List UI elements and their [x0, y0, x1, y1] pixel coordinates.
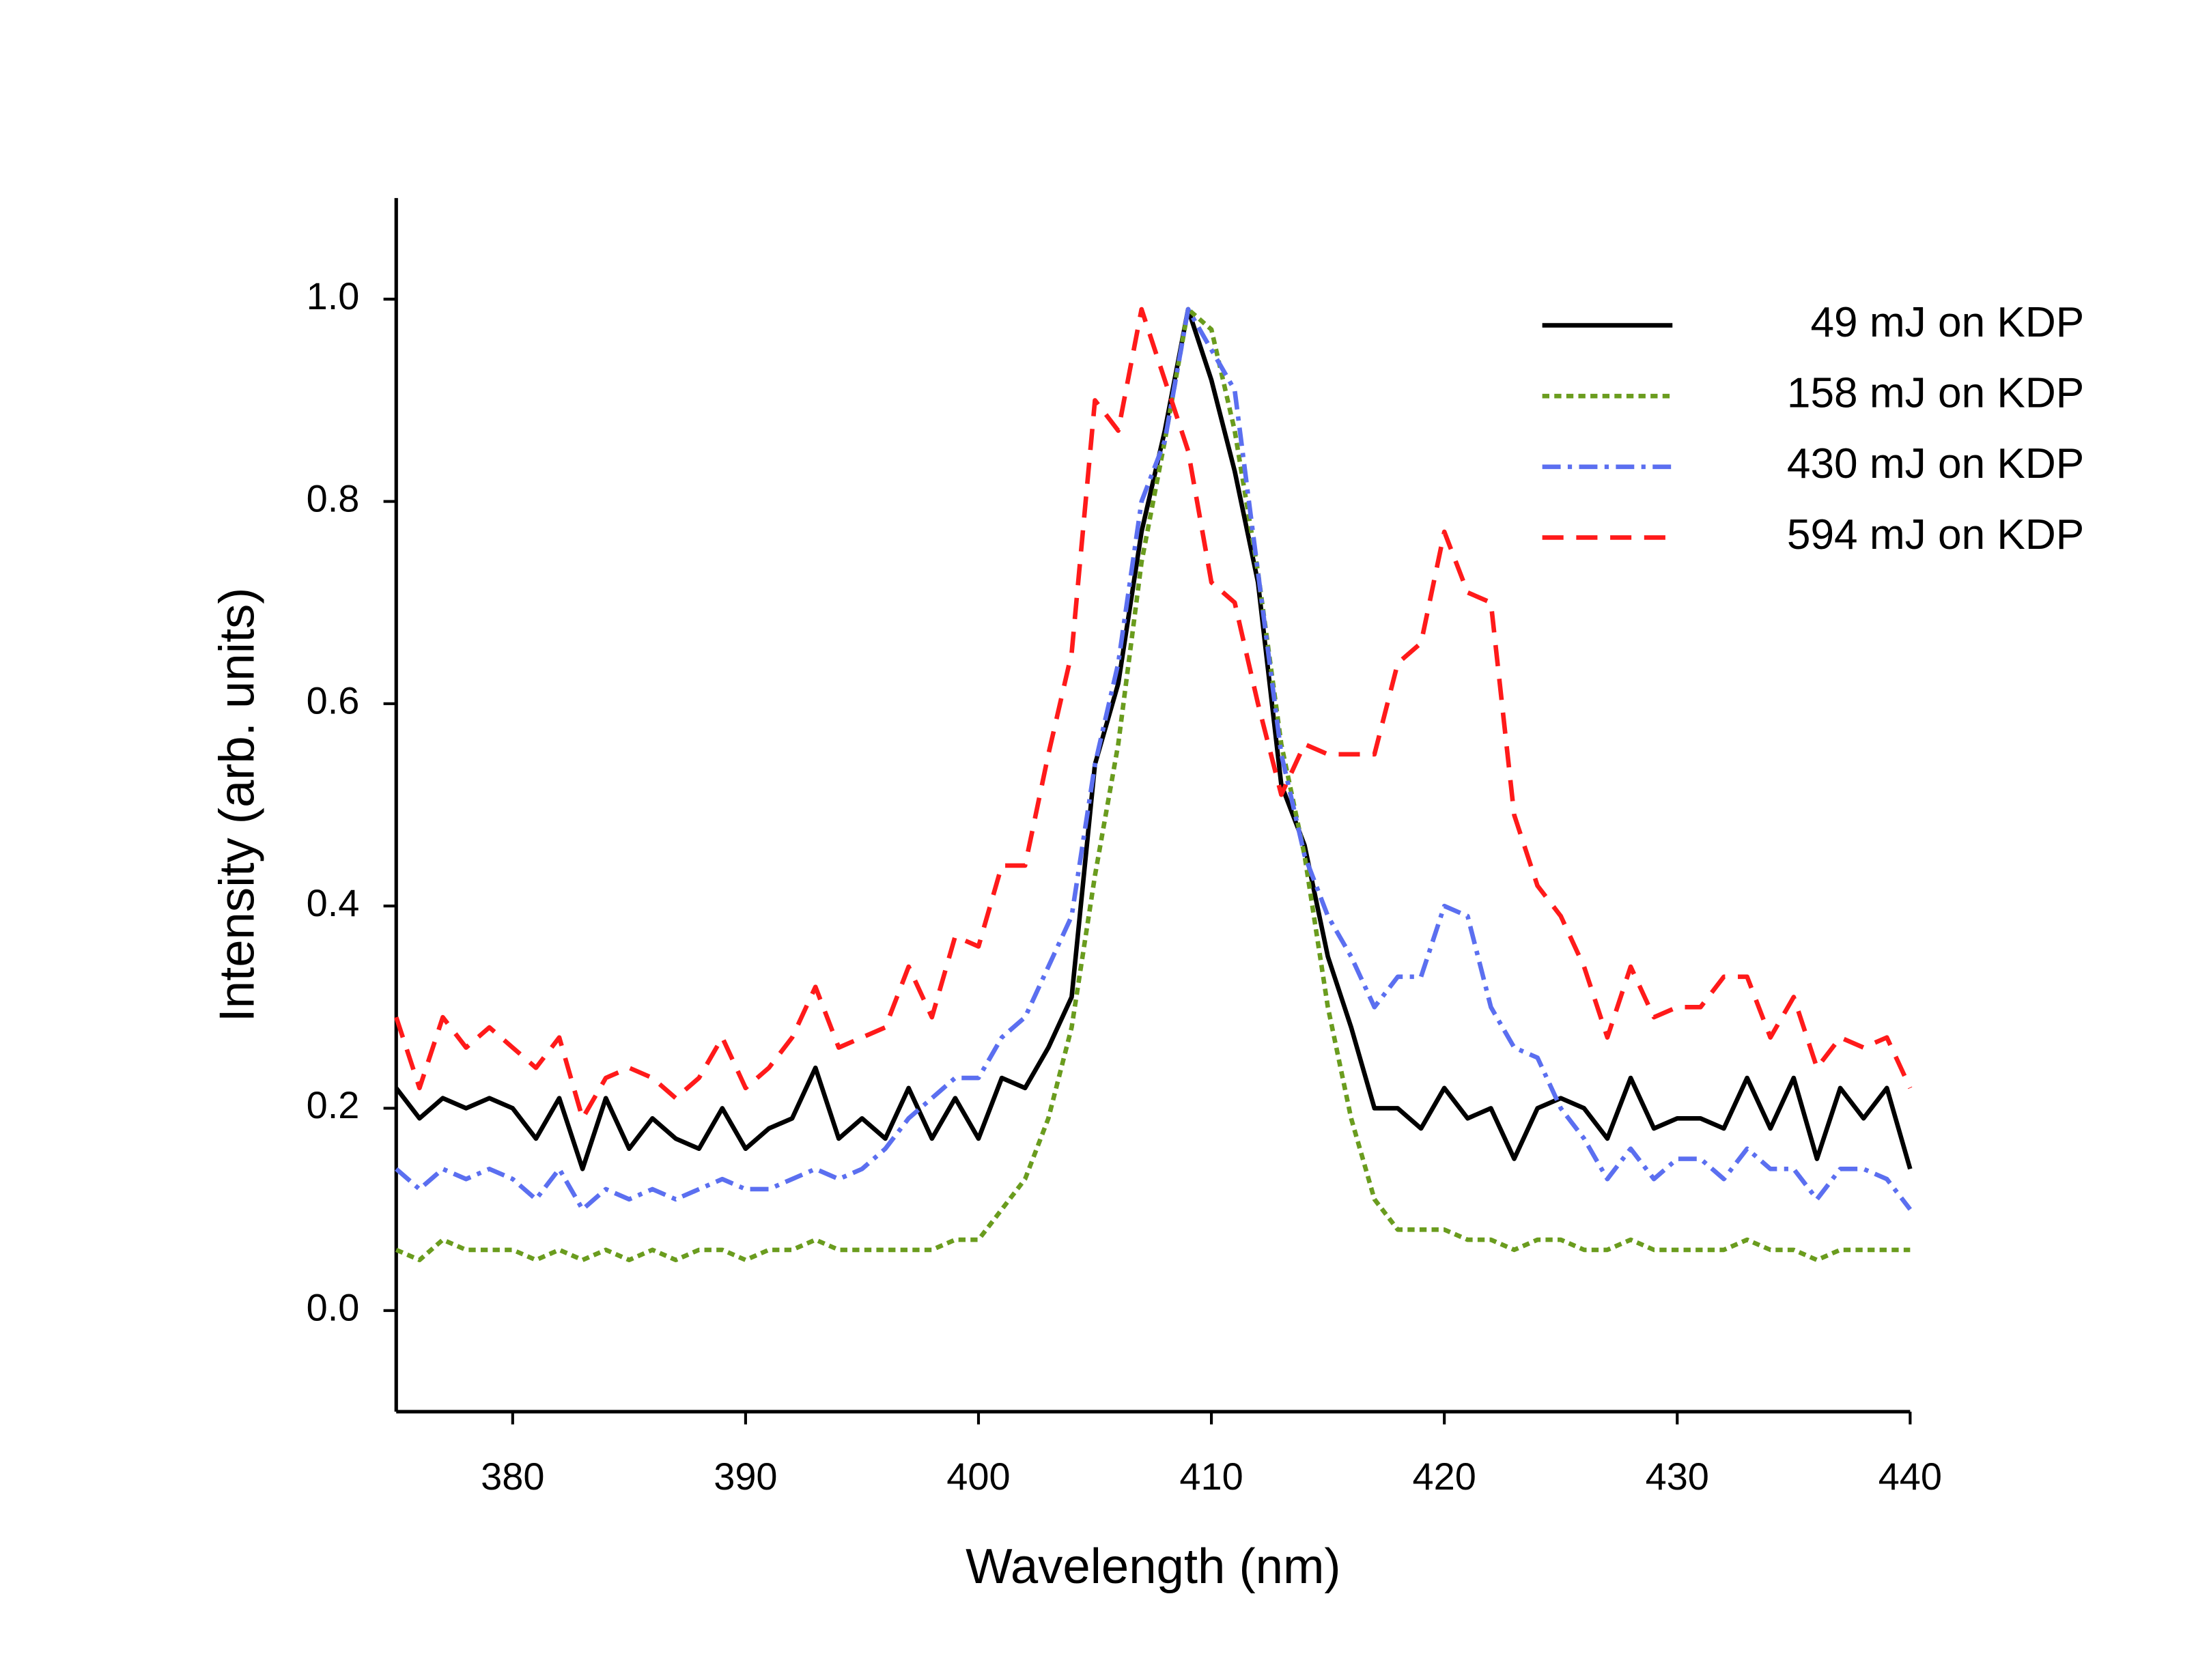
x-tick-label: 420: [1413, 1455, 1476, 1498]
series-line: [394, 307, 1913, 1171]
x-axis-title: Wavelength (nm): [966, 1539, 1340, 1594]
y-tick-label: 1.0: [307, 274, 360, 317]
legend-label: 430 mJ on KDP: [1787, 440, 2084, 487]
y-tick-label: 0.4: [307, 881, 360, 924]
series-line: [394, 307, 1913, 1121]
legend-label: 594 mJ on KDP: [1787, 511, 2084, 558]
series-line: [395, 307, 1911, 1263]
y-tick-label: 0.8: [307, 476, 360, 519]
x-tick-label: 410: [1179, 1455, 1243, 1498]
x-tick-label: 400: [946, 1455, 1010, 1498]
series-line: [395, 307, 1912, 1212]
y-tick-label: 0.0: [307, 1286, 360, 1329]
x-tick-label: 390: [714, 1455, 777, 1498]
y-axis-title: Intensity (arb. units): [209, 588, 264, 1023]
legend-label: 158 mJ on KDP: [1787, 370, 2084, 417]
y-tick-label: 0.6: [307, 679, 360, 722]
legend-label: 49 mJ on KDP: [1810, 299, 2084, 346]
x-tick-label: 430: [1646, 1455, 1709, 1498]
x-tick-label: 380: [481, 1455, 544, 1498]
x-tick-label: 440: [1878, 1455, 1942, 1498]
y-tick-label: 0.2: [307, 1083, 360, 1126]
